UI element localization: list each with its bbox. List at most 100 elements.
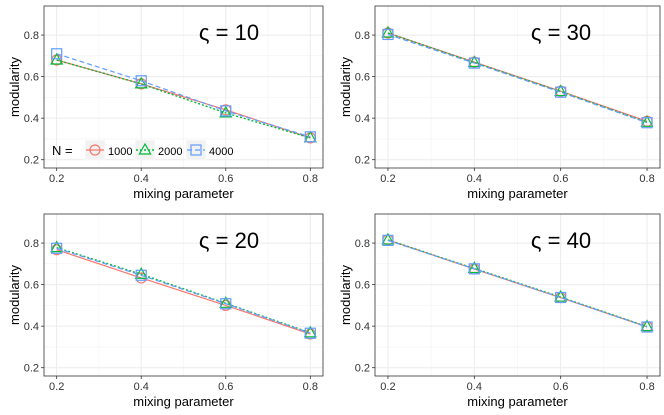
data-point-4000 xyxy=(468,263,480,275)
data-point-4000 xyxy=(468,57,480,69)
x-tick-label: 0.4 xyxy=(134,381,149,393)
x-tick-label: 0.4 xyxy=(467,173,482,185)
x-tick-label: 0.2 xyxy=(49,173,64,185)
series-line-2000 xyxy=(56,59,311,139)
data-point-2000 xyxy=(219,105,233,118)
panel-title: ς = 20 xyxy=(199,228,259,253)
legend-key-marker xyxy=(190,144,202,156)
panel-2: 0.2 0.4 0.6 0.8 0.2 0.4 0.6 0.8 mixing parameter… xyxy=(338,5,661,201)
data-point-2000 xyxy=(467,55,481,68)
legend-item-4000: 4000 xyxy=(185,139,233,161)
data-point-4000 xyxy=(135,75,147,87)
y-tick-label: 0.6 xyxy=(24,72,39,84)
y-tick-label: 0.2 xyxy=(355,155,370,167)
x-tick-label: 0.6 xyxy=(553,173,568,185)
panel-3: 0.2 0.4 0.6 0.8 0.2 0.4 0.6 0.8 mixing parameter… xyxy=(7,213,324,409)
data-point-4000 xyxy=(555,291,567,304)
panel-title: ς = 40 xyxy=(531,228,591,253)
y-tick-label: 0.4 xyxy=(24,321,39,333)
series-line-4000 xyxy=(387,33,648,124)
data-point-2000 xyxy=(381,232,395,245)
data-point-4000 xyxy=(555,86,567,98)
panel-title: ς = 30 xyxy=(531,20,591,45)
y-tick-label: 0.8 xyxy=(24,30,39,42)
legend-title: N = xyxy=(52,143,73,158)
data-point-2000 xyxy=(640,115,654,127)
data-point-2000 xyxy=(554,84,568,97)
legend-label: 1000 xyxy=(108,146,132,158)
y-axis-title: modularity xyxy=(338,265,353,325)
y-tick-label: 0.8 xyxy=(355,238,370,250)
panel-title: ς = 10 xyxy=(199,20,259,45)
data-point-4000 xyxy=(135,269,147,281)
x-tick-label: 0.4 xyxy=(134,173,149,185)
x-tick-label: 0.8 xyxy=(303,173,318,185)
x-tick-label: 0.8 xyxy=(639,173,654,185)
x-tick-label: 0.6 xyxy=(218,381,233,393)
legend-label: 2000 xyxy=(158,146,182,158)
data-point-4000 xyxy=(51,242,63,254)
legend-key-marker xyxy=(138,142,152,155)
x-axis-title: mixing parameter xyxy=(467,186,568,201)
x-tick-label: 0.2 xyxy=(380,173,395,185)
x-tick-label: 0.4 xyxy=(467,381,482,393)
y-axis-title: modularity xyxy=(7,57,22,117)
y-axis-title: modularity xyxy=(338,57,353,117)
x-tick-label: 0.2 xyxy=(49,381,64,393)
data-point-4000 xyxy=(220,298,232,310)
y-tick-label: 0.8 xyxy=(24,238,39,250)
data-point-4000 xyxy=(220,105,232,117)
legend-label: 4000 xyxy=(209,146,233,158)
x-tick-label: 0.8 xyxy=(639,381,654,393)
y-tick-label: 0.4 xyxy=(355,113,370,125)
data-point-2000 xyxy=(50,240,64,253)
panel-border xyxy=(374,5,661,169)
data-point-2000 xyxy=(467,261,481,274)
panel-border xyxy=(43,5,324,169)
data-point-4000 xyxy=(51,48,63,60)
x-axis-title: mixing parameter xyxy=(133,394,234,409)
panel-border xyxy=(43,213,324,377)
y-tick-label: 0.6 xyxy=(24,280,39,292)
y-tick-label: 0.2 xyxy=(24,363,39,375)
data-point-2000 xyxy=(219,296,233,308)
data-point-2000 xyxy=(134,267,148,279)
data-point-2000 xyxy=(134,76,148,89)
data-point-4000 xyxy=(304,131,316,143)
x-axis-title: mixing parameter xyxy=(467,394,568,409)
x-tick-label: 0.6 xyxy=(553,381,568,393)
panel-border xyxy=(374,213,661,377)
legend-item-2000: 2000 xyxy=(134,139,182,161)
panel-1: 0.2 0.4 0.6 0.8 0.2 0.4 0.6 0.8 mixing parameter… xyxy=(7,5,324,201)
y-tick-label: 0.4 xyxy=(355,321,370,333)
series-line-1000 xyxy=(56,59,311,139)
y-tick-label: 0.2 xyxy=(355,363,370,375)
y-tick-label: 0.4 xyxy=(24,113,39,125)
y-tick-label: 0.8 xyxy=(355,30,370,42)
legend-key-marker xyxy=(89,144,101,156)
y-tick-label: 0.2 xyxy=(24,155,39,167)
x-tick-label: 0.2 xyxy=(380,381,395,393)
series-line-2000 xyxy=(56,246,311,334)
x-axis-title: mixing parameter xyxy=(133,186,234,201)
data-point-4000 xyxy=(304,327,316,339)
y-axis-title: modularity xyxy=(7,265,22,325)
y-tick-label: 0.6 xyxy=(355,280,370,292)
data-point-4000 xyxy=(382,234,394,246)
panel-4: 0.2 0.4 0.6 0.8 0.2 0.4 0.6 0.8 mixing parameter… xyxy=(338,213,661,409)
series-line-4000 xyxy=(56,247,311,334)
series-line-1000 xyxy=(56,249,311,335)
x-tick-label: 0.6 xyxy=(218,173,233,185)
data-point-2000 xyxy=(640,319,654,332)
y-tick-label: 0.6 xyxy=(355,72,370,84)
data-point-2000 xyxy=(381,25,395,38)
series-line-4000 xyxy=(56,53,311,138)
data-point-4000 xyxy=(641,321,653,333)
data-point-4000 xyxy=(382,28,394,41)
data-point-4000 xyxy=(641,117,653,129)
legend: N = 1000 2000 4000 xyxy=(52,139,233,161)
x-tick-label: 0.8 xyxy=(303,381,318,393)
series-line-4000 xyxy=(387,239,648,328)
legend-item-1000: 1000 xyxy=(84,139,132,161)
